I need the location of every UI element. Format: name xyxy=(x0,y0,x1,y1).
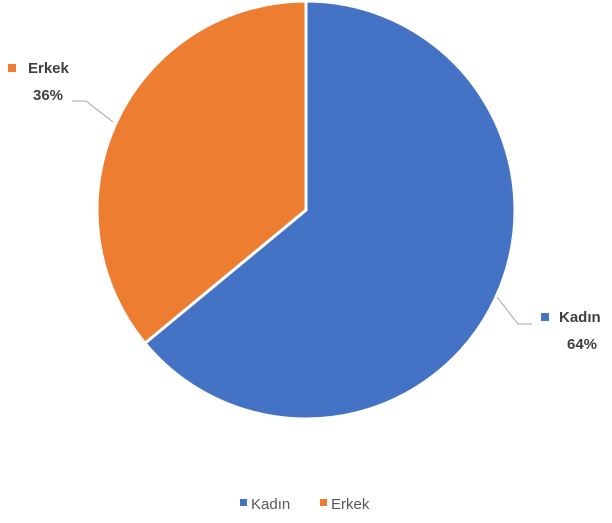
data-label-kadin-name: Kadın xyxy=(559,309,601,326)
legend-swatch-kadin xyxy=(240,499,247,506)
leader-line-kadin xyxy=(496,296,532,325)
pie-slices xyxy=(95,0,517,421)
pie-slice-kadin xyxy=(143,0,517,421)
legend-item-kadin: Kadın xyxy=(240,496,290,513)
data-label-kadin: Kadın 64% xyxy=(541,309,601,353)
data-label-erkek-name: Erkek xyxy=(28,60,70,77)
legend: Kadın Erkek xyxy=(240,496,370,513)
legend-swatch-erkek xyxy=(320,499,327,506)
legend-label-erkek: Erkek xyxy=(331,496,370,513)
legend-item-erkek: Erkek xyxy=(320,496,370,513)
legend-label-kadin: Kadın xyxy=(251,496,290,513)
data-label-erkek-swatch xyxy=(8,64,16,72)
pie-slice-erkek xyxy=(95,0,308,345)
data-label-kadin-swatch xyxy=(541,313,549,321)
leader-line-erkek xyxy=(72,100,114,123)
data-label-erkek-value: 36% xyxy=(33,87,63,104)
data-label-erkek: Erkek 36% xyxy=(8,60,70,104)
leader-lines xyxy=(72,100,532,325)
data-label-kadin-value: 64% xyxy=(567,336,597,353)
